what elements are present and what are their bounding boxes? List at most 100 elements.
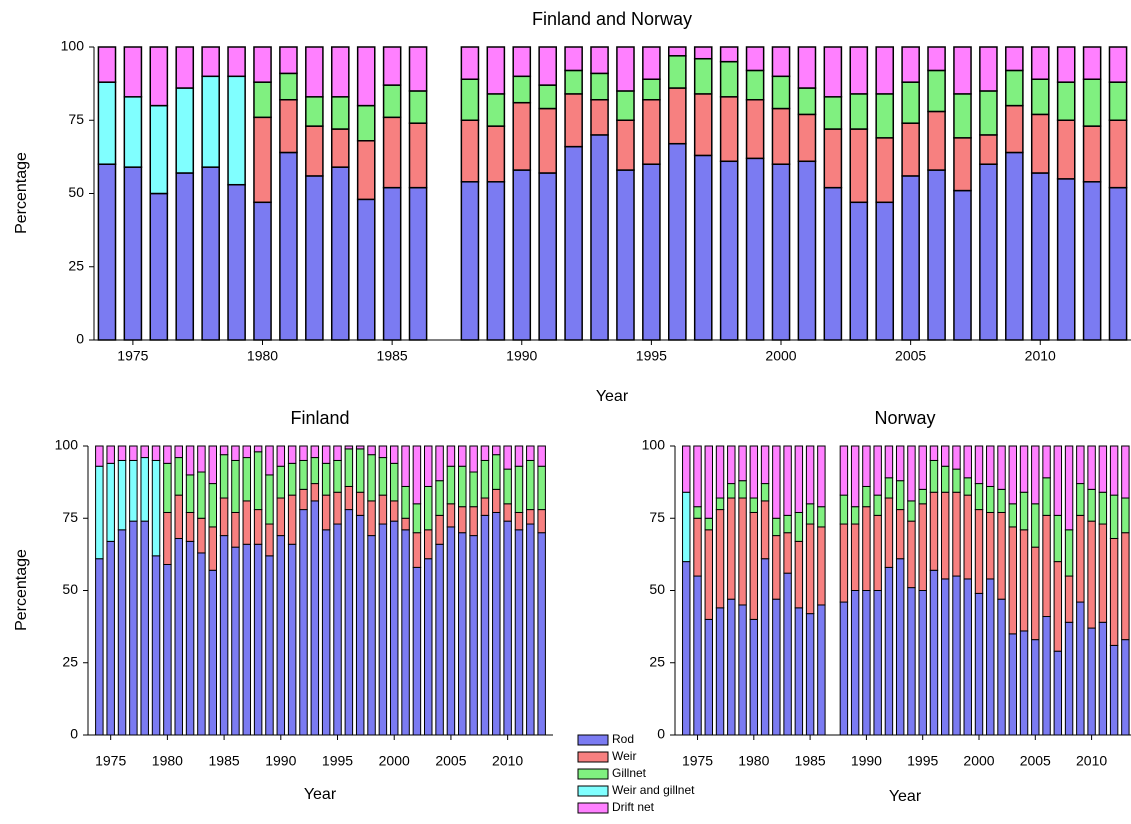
bar-segment bbox=[1019, 445, 1029, 493]
bar-segment bbox=[389, 445, 399, 464]
bar-segment bbox=[771, 163, 791, 341]
bar-segment bbox=[1031, 639, 1040, 736]
bar-segment bbox=[901, 175, 920, 341]
bar-segment bbox=[412, 445, 422, 505]
x-tick-label: 1985 bbox=[795, 753, 826, 769]
bar-segment bbox=[382, 46, 402, 86]
bar-segment bbox=[963, 494, 972, 580]
bar-segment bbox=[564, 145, 583, 341]
bar-segment bbox=[514, 445, 524, 467]
bar-segment bbox=[333, 445, 342, 461]
bar-segment bbox=[276, 497, 286, 537]
y-tick-label: 25 bbox=[68, 257, 84, 273]
bar-segment bbox=[149, 46, 169, 107]
bar-segment bbox=[1030, 172, 1050, 341]
bar-segment bbox=[219, 454, 229, 499]
bar-segment bbox=[231, 511, 240, 548]
y-axis-label: Percentage bbox=[13, 152, 30, 234]
bar-segment bbox=[355, 491, 365, 516]
bar-segment bbox=[997, 488, 1006, 513]
bar-segment bbox=[794, 607, 804, 736]
bar-segment bbox=[849, 93, 869, 130]
bar-segment bbox=[355, 514, 365, 736]
bar-segment bbox=[538, 107, 557, 174]
bar-segment bbox=[1019, 491, 1029, 531]
bar-segment bbox=[805, 613, 815, 736]
bar-segment bbox=[163, 445, 172, 464]
bar-segment bbox=[389, 520, 399, 736]
bar-segment bbox=[895, 480, 905, 511]
x-tick-label: 1995 bbox=[907, 753, 938, 769]
bar-segment bbox=[1087, 488, 1096, 522]
bar-segment bbox=[760, 483, 770, 502]
bar-segment bbox=[219, 535, 229, 736]
bar-segment bbox=[794, 511, 804, 542]
bar-segment bbox=[953, 137, 972, 192]
bar-segment bbox=[201, 46, 220, 78]
bar-segment bbox=[95, 465, 104, 560]
bar-segment bbox=[745, 98, 765, 160]
bar-segment bbox=[299, 509, 308, 736]
bar-segment bbox=[123, 46, 143, 98]
bar-segment bbox=[129, 445, 138, 461]
bar-segment bbox=[862, 590, 871, 736]
bar-segment bbox=[738, 445, 747, 482]
bar-segment bbox=[616, 119, 635, 171]
bar-segment bbox=[265, 523, 274, 557]
bar-segment bbox=[95, 445, 104, 467]
bar-segment bbox=[927, 169, 946, 341]
bar-segment bbox=[704, 517, 713, 531]
bar-segment bbox=[745, 69, 765, 101]
x-tick-label: 2000 bbox=[765, 348, 796, 364]
bar-segment bbox=[849, 46, 869, 95]
bar-segment bbox=[435, 480, 444, 516]
bar-segment bbox=[1031, 445, 1040, 505]
bar-segment bbox=[682, 561, 691, 736]
bar-segment bbox=[197, 552, 206, 736]
bar-segment bbox=[715, 509, 725, 609]
bar-segment bbox=[492, 445, 501, 456]
bar-segment bbox=[693, 575, 702, 736]
bar-segment bbox=[129, 520, 138, 736]
bar-segment bbox=[929, 459, 939, 493]
bar-segment bbox=[538, 46, 557, 86]
bar-segment bbox=[333, 523, 342, 736]
bar-segment bbox=[279, 46, 298, 75]
bar-segment bbox=[873, 494, 882, 516]
bar-segment bbox=[151, 555, 161, 736]
bar-segment bbox=[382, 116, 402, 189]
bar-segment bbox=[839, 523, 849, 603]
bar-segment bbox=[344, 445, 354, 450]
x-axis-label: Year bbox=[596, 388, 629, 405]
bar-segment bbox=[231, 445, 240, 461]
bar-segment bbox=[979, 134, 998, 165]
bar-segment bbox=[424, 529, 433, 560]
bar-segment bbox=[333, 491, 342, 525]
bar-segment bbox=[875, 201, 895, 341]
x-tick-label: 1980 bbox=[738, 753, 769, 769]
bar-segment bbox=[668, 87, 687, 145]
bar-segment bbox=[486, 93, 506, 127]
bar-segment bbox=[642, 98, 661, 165]
bar-segment bbox=[704, 445, 713, 519]
bar-segment bbox=[408, 186, 428, 341]
bar-segment bbox=[1121, 497, 1130, 534]
bar-segment bbox=[287, 543, 297, 736]
bar-segment bbox=[772, 535, 781, 600]
bar-segment bbox=[253, 201, 272, 341]
bar-segment bbox=[642, 46, 661, 80]
bar-segment bbox=[953, 189, 972, 341]
bar-segment bbox=[446, 465, 456, 505]
x-tick-label: 2010 bbox=[1025, 348, 1056, 364]
bar-segment bbox=[797, 113, 817, 163]
x-axis-label: Year bbox=[889, 788, 922, 805]
bar-segment bbox=[321, 494, 331, 531]
bar-segment bbox=[953, 93, 972, 139]
bar-segment bbox=[458, 445, 467, 467]
bar-segment bbox=[941, 491, 950, 580]
bar-segment bbox=[668, 142, 687, 341]
bar-segment bbox=[884, 497, 894, 568]
bar-segment bbox=[480, 459, 490, 499]
bar-segment bbox=[424, 485, 433, 531]
bar-segment bbox=[1005, 151, 1024, 341]
